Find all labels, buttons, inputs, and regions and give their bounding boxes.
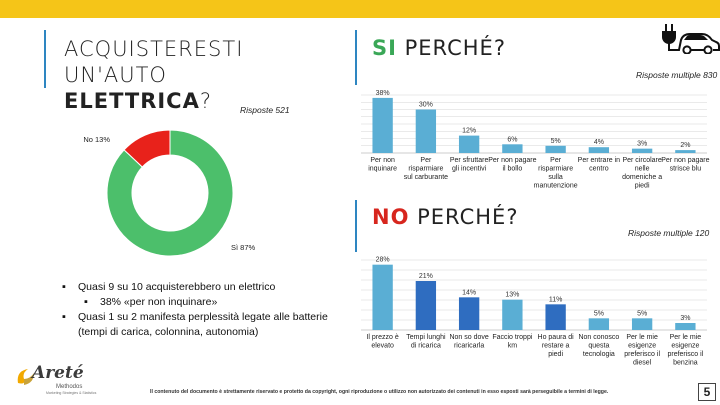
category-label: Tempi lunghi di ricarica <box>406 334 446 350</box>
no-section-title: NO PERCHÉ? <box>372 205 518 229</box>
bar <box>415 109 437 153</box>
no-prefix: NO <box>372 205 410 229</box>
no-title-rest: PERCHÉ? <box>409 205 519 229</box>
bar <box>588 318 610 330</box>
data-label: 13% <box>505 292 519 299</box>
top-accent-bar <box>0 0 720 18</box>
data-label: 5% <box>594 310 604 317</box>
category-label: Per sfruttare gli incentivi <box>450 157 489 173</box>
data-label: 5% <box>637 310 647 317</box>
company-logo: Areté Methodos Marketing Strategies & St… <box>12 363 96 403</box>
title-line-2: ELETTRICA? <box>64 88 324 114</box>
bar <box>631 148 653 153</box>
title-line-1: ACQUISTERESTI UN'AUTO <box>64 37 244 87</box>
category-label: Non so dove ricaricarla <box>449 334 488 350</box>
category-label: Per entrare in centro <box>578 157 621 173</box>
data-label: 21% <box>419 273 433 280</box>
title-question-mark: ? <box>199 89 213 113</box>
bar <box>545 145 566 153</box>
data-label: 14% <box>462 289 476 296</box>
logo-sub: Methodos <box>56 384 83 390</box>
data-label: 11% <box>549 296 563 303</box>
no-note: Risposte multiple 120 <box>628 228 710 238</box>
right-no-rule <box>355 200 357 252</box>
bullet-item: Quasi 9 su 10 acquisterebbero un elettri… <box>60 280 330 295</box>
pie-label-si: Sì 87% <box>231 243 256 252</box>
bar <box>588 147 610 153</box>
pie-note: Risposte 521 <box>240 105 290 115</box>
category-label: Faccio troppi km <box>492 334 533 350</box>
category-label: Per risparmiare sul carburante <box>404 157 448 181</box>
title-highlight: ELETTRICA <box>64 89 200 113</box>
category-label: Per non inquinare <box>368 157 397 173</box>
category-label: Per le mie esigenze preferisco il diesel <box>624 334 660 367</box>
bar <box>631 318 653 330</box>
si-note: Risposte multiple 830 <box>636 70 718 80</box>
bullet-item: 38% «per non inquinare» <box>60 295 330 310</box>
bullet-item: Quasi 1 su 2 manifesta perplessità legat… <box>60 310 330 340</box>
bar <box>372 97 393 153</box>
si-title-rest: PERCHÉ? <box>396 36 506 60</box>
data-label: 28% <box>376 257 390 264</box>
category-label: Per circolare nelle domeniche a piedi <box>622 157 662 190</box>
bar <box>502 144 523 153</box>
category-label: Per risparmiare sulla manutenzione <box>534 157 578 190</box>
bar <box>675 150 696 153</box>
category-label: Ho paura di restare a piedi <box>538 334 575 358</box>
ev-car-icon <box>660 20 720 55</box>
bar <box>458 135 480 153</box>
bar <box>415 281 437 330</box>
logo-swirl-icon <box>17 369 34 385</box>
data-label: 6% <box>507 136 517 143</box>
data-label: 38% <box>376 90 390 97</box>
data-label: 12% <box>462 128 476 135</box>
bullet-list: Quasi 9 su 10 acquisterebbero un elettri… <box>60 280 330 340</box>
logo-tagline: Marketing Strategies & Statistics <box>46 391 97 395</box>
data-label: 3% <box>637 141 647 148</box>
data-label: 3% <box>680 315 690 322</box>
category-label: Per le mie esigenze preferisco il benzina <box>667 334 703 367</box>
pie-chart: Sì 87% No 13% <box>83 129 256 257</box>
page-number: 5 <box>698 383 716 401</box>
logo-name: Areté <box>32 363 84 383</box>
si-prefix: SI <box>372 36 397 60</box>
si-bar-chart: 38% Per non inquinare 30% Per risparmiare sul … <box>361 90 710 190</box>
no-bar-chart: 28% Il prezzo è elevato 21% Tempi lunghi di r… <box>361 257 707 367</box>
category-label: Per non pagare strisce blu <box>661 157 709 173</box>
bar <box>545 304 566 330</box>
pie-slice-no <box>123 129 171 168</box>
category-label: Non conosco questa tecnologia <box>578 334 619 358</box>
right-si-rule <box>355 30 357 85</box>
data-label: 4% <box>594 139 604 146</box>
footer-disclaimer: Il contenuto del documento è strettament… <box>150 389 609 395</box>
pie-label-no: No 13% <box>83 135 110 144</box>
bar <box>372 264 393 330</box>
data-label: 30% <box>419 102 433 109</box>
data-label: 5% <box>551 138 561 145</box>
pie-slice-si <box>106 129 234 257</box>
bar <box>502 299 523 330</box>
category-label: Per non pagare il bollo <box>488 157 536 173</box>
bar <box>675 323 696 330</box>
category-label: Il prezzo è elevato <box>366 334 398 350</box>
bar <box>458 297 480 330</box>
slide-title: ACQUISTERESTI UN'AUTO ELETTRICA? <box>64 36 324 114</box>
si-section-title: SI PERCHÉ? <box>372 36 506 60</box>
data-label: 2% <box>680 142 690 149</box>
left-title-rule <box>44 30 46 88</box>
